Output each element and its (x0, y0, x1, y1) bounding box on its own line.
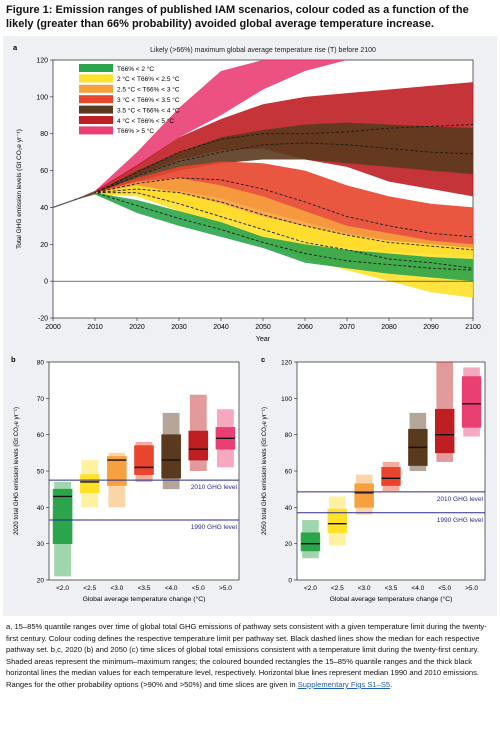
ref-label-c-0: 2010 GHG level (437, 496, 484, 503)
y-axis-label-c: 2050 total GHG emission levels (Gt CO₂e … (261, 407, 268, 535)
y-tick-label-a: 100 (36, 94, 48, 101)
chart-c-2050-emissions: c <2.0 <2.5 <3.0 <3.5 <4.0 <5.0 >5.0 2010 GHG le… (253, 352, 497, 614)
y-tick-label-a: 60 (40, 168, 48, 175)
panel-label-c: c (261, 355, 265, 364)
y-tick-label-a: 20 (40, 242, 48, 249)
quantile-bar-b-2 (107, 456, 126, 485)
y-tick-label-b: 50 (37, 469, 45, 476)
y-tick-label-c: 40 (285, 505, 293, 512)
y-tick-label-c: 0 (288, 578, 292, 585)
quantile-bar-b-5 (189, 431, 208, 460)
y-tick-label-b: 30 (37, 541, 45, 548)
quantile-bar-c-5 (435, 409, 454, 453)
legend-label-3.5to4: 3.5 °C < T66% < 4 °C (117, 106, 180, 114)
y-axis-label-a: Total GHG emission levels (Gt CO₂e yr⁻¹) (16, 129, 23, 249)
y-tick-label-c: 80 (285, 432, 293, 439)
x-tick-label-c: <2.0 (304, 585, 317, 592)
ref-label-b-0: 2010 GHG level (191, 484, 238, 491)
x-tick-label-a: 2100 (465, 324, 481, 331)
ref-label-c-1: 1990 GHG level (437, 517, 484, 524)
y-tick-label-c: 120 (281, 360, 292, 367)
chart-b-2020-emissions: b <2.0 <2.5 <3.0 <3.5 <4.0 <5.0 >5.0 2010 GHG le… (3, 352, 253, 614)
legend-label-2.5to3: 2.5 °C < T66% < 3 °C (117, 86, 180, 94)
x-tick-label-b: <2.5 (83, 585, 96, 592)
figure-panel: a Likely (>66%) maximum global average te… (3, 36, 497, 616)
legend-swatch-3.5to4 (79, 106, 113, 114)
x-tick-label-c: >5.0 (465, 585, 478, 592)
x-axis-label-a: Year (256, 336, 271, 343)
y-tick-label-c: 100 (281, 396, 292, 403)
x-tick-label-b: <4.0 (165, 585, 178, 592)
x-tick-label-c: <4.0 (411, 585, 424, 592)
quantile-bar-c-0 (301, 533, 320, 551)
y-tick-label-b: 70 (37, 396, 45, 403)
x-axis-label-b: Global average temperature change (°C) (83, 595, 206, 603)
y-tick-label-a: -20 (38, 316, 48, 323)
panel-label-b: b (11, 355, 16, 364)
x-tick-label-c: <5.0 (438, 585, 451, 592)
y-tick-label-a: 0 (44, 279, 48, 286)
x-tick-label-b: <3.0 (110, 585, 123, 592)
supplementary-link[interactable]: Supplementary Figs S1–S5 (298, 680, 390, 689)
ref-label-b-1: 1990 GHG level (191, 524, 238, 531)
legend-swatch-2.5to3 (79, 85, 113, 93)
x-tick-label-a: 2040 (213, 324, 229, 331)
legend-swatch-4to5 (79, 116, 113, 124)
legend-label-2to2.5: 2 °C < T66% < 2.5 °C (117, 75, 180, 83)
x-tick-label-c: <3.5 (385, 585, 398, 592)
quantile-bar-b-0 (53, 489, 72, 544)
y-tick-label-a: 40 (40, 205, 48, 212)
x-tick-label-a: 2050 (255, 324, 271, 331)
y-tick-label-b: 80 (37, 360, 45, 367)
quantile-bar-c-3 (382, 467, 401, 485)
caption-end: . (390, 680, 392, 689)
y-tick-label-c: 60 (285, 469, 293, 476)
legend-label-gt5: T66% > 5 °C (117, 127, 154, 135)
legend-swatch-lt2 (79, 64, 113, 72)
x-tick-label-b: >5.0 (219, 585, 232, 592)
x-tick-label-a: 2060 (297, 324, 313, 331)
chart-a-emission-pathways: a Likely (>66%) maximum global average te… (3, 36, 497, 346)
x-tick-label-b: <5.0 (192, 585, 205, 592)
x-tick-label-b: <3.5 (138, 585, 151, 592)
legend-label-3to3.5: 3 °C < T66% < 3.5 °C (117, 96, 180, 104)
quantile-bar-c-6 (462, 377, 481, 428)
figure-title: Figure 1: Emission ranges of published I… (6, 3, 494, 31)
y-tick-label-a: 80 (40, 131, 48, 138)
y-tick-label-a: 120 (36, 58, 48, 65)
x-tick-label-c: <2.5 (331, 585, 344, 592)
x-tick-label-a: 2090 (423, 324, 439, 331)
y-tick-label-b: 60 (37, 432, 45, 439)
x-tick-label-a: 2010 (87, 324, 103, 331)
panel-label-a: a (13, 43, 18, 52)
x-tick-label-a: 2020 (129, 324, 145, 331)
caption-text: a, 15–85% quantile ranges over time of g… (6, 622, 487, 689)
legend-label-lt2: T66% < 2 °C (117, 65, 154, 73)
figure-caption: a, 15–85% quantile ranges over time of g… (6, 621, 494, 691)
quantile-bar-b-3 (135, 446, 154, 475)
y-tick-label-c: 20 (285, 541, 293, 548)
x-tick-label-b: <2.0 (56, 585, 69, 592)
legend-swatch-gt5 (79, 126, 113, 134)
x-axis-label-c: Global average temperature change (°C) (330, 595, 453, 603)
quantile-bar-c-2 (355, 484, 374, 508)
legend-swatch-2to2.5 (79, 74, 113, 82)
chart-a-title: Likely (>66%) maximum global average tem… (150, 47, 376, 54)
y-tick-label-b: 20 (37, 578, 45, 585)
quantile-bar-b-1 (80, 475, 99, 493)
legend-label-4to5: 4 °C < T66% < 5 °C (117, 117, 174, 125)
x-tick-label-a: 2000 (45, 324, 61, 331)
x-tick-label-a: 2080 (381, 324, 397, 331)
x-tick-label-a: 2070 (339, 324, 355, 331)
x-tick-label-c: <3.0 (358, 585, 371, 592)
y-axis-label-b: 2020 total GHG emission levels (Gt CO₂e … (13, 407, 20, 535)
legend-swatch-3to3.5 (79, 95, 113, 103)
quantile-bar-b-4 (162, 435, 181, 479)
x-tick-label-a: 2030 (171, 324, 187, 331)
y-tick-label-b: 40 (37, 505, 45, 512)
